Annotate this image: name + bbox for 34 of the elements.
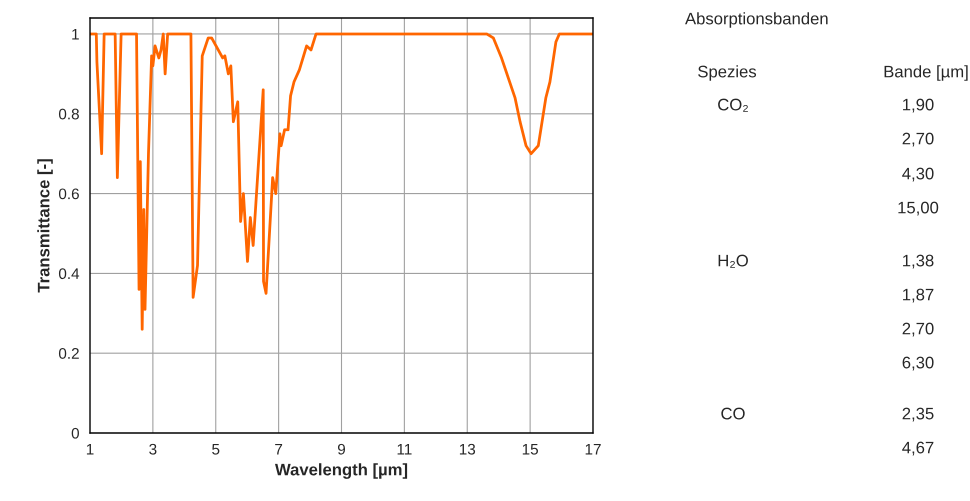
- text: CO: [721, 408, 745, 420]
- x-tick-label: 11: [398, 444, 412, 454]
- text: H₂O: [718, 254, 748, 268]
- text: 1,87: [903, 288, 934, 302]
- text: CO₂: [718, 98, 748, 112]
- text: 2,70: [902, 132, 934, 146]
- text: 1,38: [903, 254, 934, 268]
- x-tick-label: 1: [86, 444, 94, 454]
- text: 4,30: [902, 168, 934, 182]
- y-tick-label: 0: [72, 428, 79, 439]
- x-tick-label: 15: [522, 444, 538, 455]
- y-tick-label: 1: [72, 28, 79, 40]
- x-tick-label: 3: [149, 444, 156, 455]
- line-series: [90, 32, 593, 331]
- text: 15,00: [898, 202, 938, 216]
- x-tick-label: 17: [586, 444, 601, 454]
- y-tick-label: 0.8: [58, 108, 79, 120]
- y-tick-label: 0.6: [58, 188, 79, 200]
- text: 6,30: [902, 356, 934, 370]
- x-tick-label: 9: [338, 444, 346, 455]
- text: 2,70: [902, 322, 934, 336]
- y-axis-title: Transmittance [-]: [37, 159, 53, 292]
- text: 2,35: [902, 408, 934, 422]
- x-tick-label: 7: [275, 444, 282, 454]
- x-axis-title: Wavelength [µm]: [274, 463, 408, 479]
- y-tick-label: 0.2: [58, 348, 79, 359]
- y-tick-label: 0.4: [58, 268, 80, 280]
- text: Spezies: [698, 65, 756, 81]
- text: 4,67: [902, 442, 934, 456]
- text: 1,90: [903, 98, 934, 112]
- text: Absorptionsbanden: [685, 12, 828, 28]
- x-tick-label: 5: [212, 444, 220, 455]
- text: Bande [µm]: [884, 65, 968, 81]
- x-tick-label: 13: [460, 444, 476, 455]
